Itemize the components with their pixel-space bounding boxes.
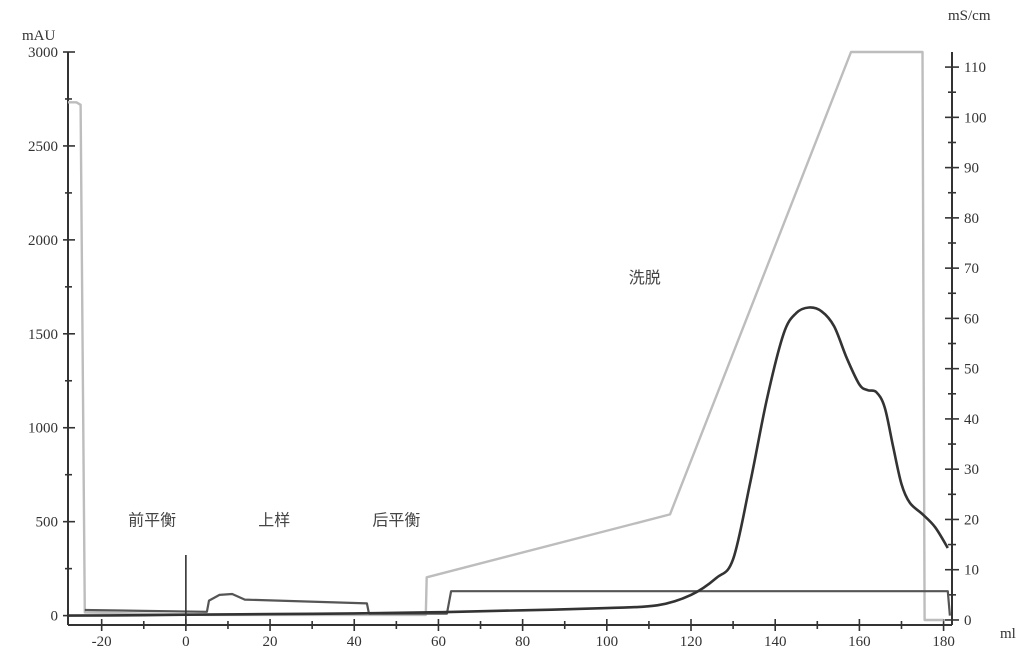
right-axis-ticks: 0 10 20 30 40 50 60 70 80 90 100 110 [945,60,987,629]
x-tick-label: -20 [92,634,112,650]
left-axis-ticks: 0 500 1000 1500 2000 2500 3000 [28,45,75,625]
x-axis-ticks: -20 0 20 40 60 80 100 120 140 160 180 [92,619,955,650]
x-tick-label: 20 [263,634,278,650]
annotation-label: 后平衡 [372,510,420,529]
right-tick-label: 0 [964,613,972,629]
annotation-label: 上样 [258,510,290,529]
x-tick-label: 80 [515,634,530,650]
conductivity-line [68,50,944,622]
left-tick-label: 1500 [28,327,58,343]
x-tick-label: 100 [596,634,619,650]
series-layer [67,50,951,622]
right-tick-label: 110 [964,60,986,76]
right-tick-label: 20 [964,512,979,528]
right-tick-label: 30 [964,462,979,478]
x-tick-label: 40 [347,634,362,650]
annotation-label: 洗脱 [629,268,661,287]
left-tick-label: 0 [51,609,59,625]
left-tick-label: 2000 [28,233,58,249]
right-tick-label: 70 [964,261,979,277]
left-tick-label: 2500 [28,139,58,155]
left-tick-label: 500 [36,515,59,531]
right-axis-unit: mS/cm [948,8,991,24]
axes [67,52,953,626]
left-tick-label: 3000 [28,45,58,61]
right-tick-label: 90 [964,161,979,177]
right-tick-label: 60 [964,311,979,327]
left-tick-label: 1000 [28,421,58,437]
right-tick-label: 40 [964,412,979,428]
left-axis-unit: mAU [22,28,56,44]
x-tick-label: 180 [932,634,955,650]
x-tick-label: 140 [764,634,787,650]
x-axis-unit: ml [1000,626,1016,642]
x-tick-label: 120 [680,634,703,650]
right-tick-label: 50 [964,362,979,378]
x-tick-label: 160 [848,634,871,650]
annotation-label: 前平衡 [128,510,176,529]
sample-trace-line [84,590,951,616]
x-tick-label: 0 [182,634,190,650]
x-tick-label: 60 [431,634,446,650]
right-tick-label: 80 [964,211,979,227]
right-tick-label: 10 [964,563,979,579]
annotations: 前平衡 上样 后平衡 洗脱 [128,268,661,529]
right-tick-label: 100 [964,110,987,126]
uv-absorbance-line [67,306,949,617]
